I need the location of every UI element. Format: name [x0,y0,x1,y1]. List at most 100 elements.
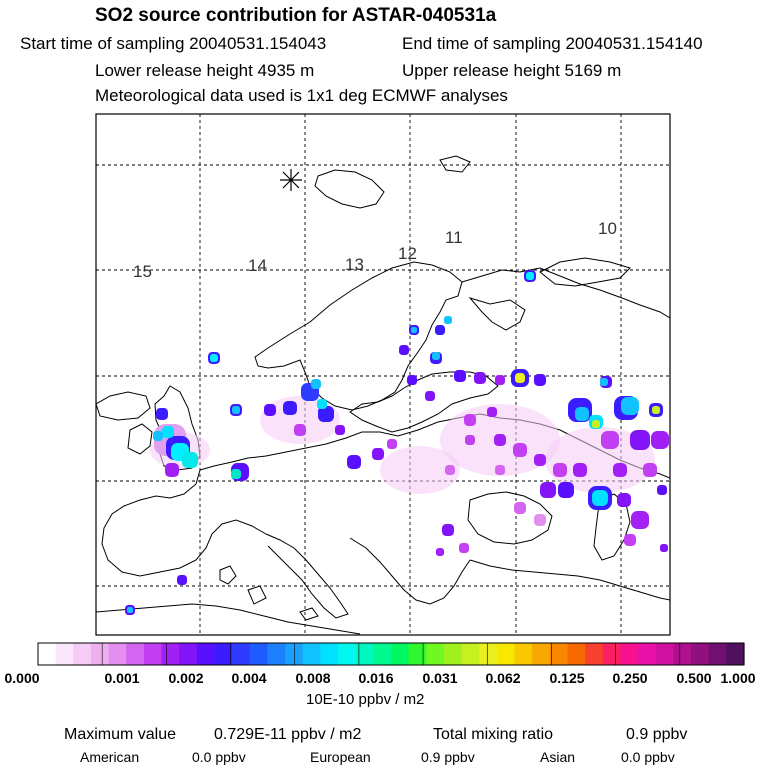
colorbar-swatch [73,643,92,665]
plume-cell [335,425,345,435]
coastline-turkey [469,559,670,601]
plume-cell [436,548,444,556]
plume-cell [652,406,660,414]
colorbar-swatch [496,643,516,665]
plume-cell [435,325,445,335]
colorbar-swatch [179,643,198,665]
colorbar-swatch [214,643,233,665]
coastline-balkans [349,537,471,605]
colorbar-swatch [549,643,569,665]
colorbar-tick-label: 0.002 [168,670,204,686]
plume-cell [182,452,198,468]
colorbar-swatch [443,643,463,665]
colorbar-swatch [567,643,586,665]
plume-cell [317,399,327,409]
concentration-field [125,270,669,615]
coastline-ireland [127,423,153,455]
coastline-novaya-zemlya [539,257,631,287]
max-value-label: Maximum value [64,726,177,743]
colorbar-swatch [673,643,692,665]
asian-value: 0.0 ppbv [621,749,675,765]
plume-cell [660,544,668,552]
plume-cell [318,406,334,422]
colorbar-swatch [302,643,321,665]
colorbar-swatch [479,643,498,665]
plume-cell [283,401,297,415]
meteo-text: Meteorological data used is 1x1 deg ECMW… [95,86,508,105]
coastline-franz-josef [439,155,471,173]
trajectory-label: 11 [445,228,463,247]
colorbar-swatch [196,643,216,665]
coastline-iceland [96,391,151,421]
colorbar-swatch [655,643,674,665]
lower-height-text: Lower release height 4935 m [95,61,315,80]
colorbar-tick-label: 0.062 [485,670,521,686]
plume-cell [442,524,454,536]
colorbar-swatch [532,643,551,665]
colorbar-swatch [708,643,727,665]
colorbar-swatch [514,643,533,665]
colorbar-frame [37,642,745,666]
plume-cell [347,455,361,469]
plume-cell [399,345,409,355]
plume-cell [444,316,452,324]
colorbar-swatch [90,643,110,665]
coastline-mediterranean-islands [219,565,319,621]
plume-cell [651,431,669,449]
colorbar-tick-label: 1.000 [720,670,756,686]
trajectory-label: 15 [133,262,152,281]
plume-cell [165,463,179,477]
plume-cell [513,443,527,457]
colorbar-swatch [143,643,163,665]
european-label: European [310,749,371,765]
coastline-italy [265,533,349,619]
plume-cell [534,374,546,386]
plume-cell [601,431,619,449]
plume-cell [264,404,276,416]
plume-cell [411,327,417,333]
trajectory-label: 12 [398,244,417,263]
upper-height-text: Upper release height 5169 m [402,61,622,80]
plume-cell [643,463,657,477]
plume-cell [294,424,306,436]
plume-cell [592,490,608,506]
colorbar-swatch [620,643,639,665]
plume-cell [232,406,240,414]
plume-cell [514,502,526,514]
colorbar-swatch [108,643,127,665]
plume-cell [372,448,384,460]
colorbar-tick-label: 0.000 [4,670,40,686]
total-mixing-label: Total mixing ratio [433,726,554,743]
plume-cell [540,482,556,498]
plume-cell [526,272,534,280]
plume-cell [617,493,631,507]
colorbar-swatch [691,643,710,665]
plume-cell [534,514,546,526]
start-time-text: Start time of sampling 20040531.154043 [20,34,327,53]
plot-title: SO2 source contribution for ASTAR-040531… [95,5,497,26]
plume-haze [380,446,460,494]
colorbar-swatch [249,643,269,665]
colorbar-swatch [408,643,427,665]
colorbar-swatch [726,643,745,665]
plume-cell [177,575,187,585]
colorbar-tick-label: 0.250 [612,670,648,686]
colorbar-swatch [585,643,604,665]
coastline-arctic-russia [461,267,670,319]
colorbar-swatch [320,643,339,665]
map-frame [95,113,671,636]
colorbar-swatch [391,643,410,665]
plume-cell [575,407,589,421]
coastline-scandinavia [254,261,463,411]
colorbar-swatch [355,643,374,665]
colorbar-swatch [126,643,145,665]
plume-cell [162,426,174,438]
colorbar-tick-label: 0.008 [295,670,331,686]
colorbar-swatch [38,643,57,665]
american-label: American [80,749,140,765]
colorbar-swatch [161,643,180,665]
colorbar-tick-label: 0.004 [231,670,267,686]
plume-cell [156,408,168,420]
colorbar-units: 10E-10 ppbv / m2 [306,691,425,708]
plume-cell [474,372,486,384]
